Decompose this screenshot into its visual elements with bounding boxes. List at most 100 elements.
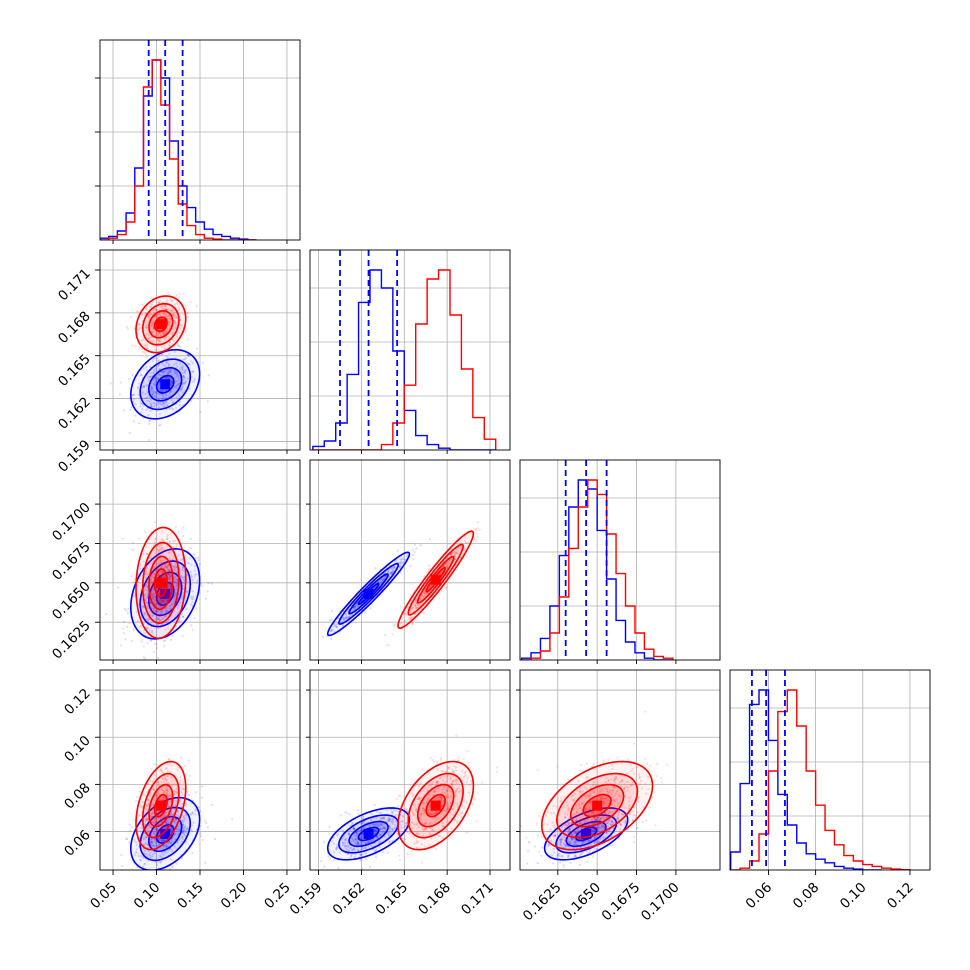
scatter-point — [136, 385, 140, 388]
scatter-point — [159, 334, 163, 337]
histogram-panel-3 — [729, 669, 931, 871]
scatter-point — [126, 879, 128, 881]
scatter-point — [146, 595, 149, 598]
contours-blue — [326, 551, 411, 637]
scatter-point — [421, 861, 424, 864]
scatter-point — [388, 826, 391, 829]
scatter-point — [167, 292, 170, 295]
scatter-point — [164, 821, 167, 824]
scatter-point — [181, 634, 184, 637]
scatter-point — [393, 623, 397, 626]
scatter-point — [145, 817, 148, 820]
scatter-point — [147, 315, 150, 318]
scatter-point — [161, 389, 164, 392]
scatter-point — [145, 817, 149, 820]
scatter-point — [174, 322, 177, 325]
scatter-point — [376, 581, 380, 584]
scatter-point — [165, 789, 168, 792]
scatter-point — [193, 569, 196, 572]
scatter-point — [143, 613, 146, 616]
scatter-point — [164, 615, 167, 618]
scatter-point — [378, 825, 381, 828]
scatter-point — [178, 345, 182, 349]
scatter-point — [157, 345, 160, 348]
scatter-panel-content — [321, 521, 481, 647]
scatter-point — [153, 540, 157, 544]
scatter-point — [169, 584, 172, 587]
scatter-point — [162, 370, 165, 373]
scatter-point — [403, 619, 407, 622]
scatter-point — [191, 600, 194, 603]
scatter-point — [162, 798, 165, 802]
scatter-point — [128, 829, 131, 832]
scatter-point — [170, 603, 173, 606]
scatter-point — [157, 550, 160, 554]
scatter-point — [133, 577, 136, 581]
scatter-point — [158, 614, 161, 617]
scatter-point — [160, 855, 163, 859]
scatter-point — [154, 378, 158, 381]
scatter-point — [166, 533, 169, 536]
scatter-point — [155, 308, 158, 311]
scatter-point — [337, 867, 340, 870]
scatter-point — [389, 571, 392, 574]
scatter-point — [391, 828, 394, 831]
scatter-point — [157, 339, 160, 342]
scatter-point — [143, 612, 146, 615]
scatter-point — [137, 852, 140, 855]
scatter-point — [176, 788, 179, 791]
scatter-point — [345, 616, 348, 619]
scatter-point — [196, 579, 199, 582]
scatter-point — [154, 357, 157, 360]
scatter-point — [157, 829, 160, 833]
scatter-point — [165, 308, 168, 311]
scatter-point — [173, 369, 176, 372]
scatter-point — [156, 817, 159, 820]
scatter-point — [183, 788, 186, 791]
scatter-point — [440, 756, 443, 760]
scatter-point — [156, 315, 159, 318]
scatter-point — [382, 826, 385, 829]
scatter-point — [174, 591, 177, 595]
scatter-point — [178, 829, 181, 832]
scatter-point — [166, 626, 170, 630]
scatter-point — [143, 584, 146, 587]
scatter-point — [160, 610, 164, 613]
scatter-point — [191, 362, 195, 365]
scatter-point — [144, 597, 147, 600]
scatter-point — [444, 563, 447, 566]
scatter-point — [146, 843, 149, 846]
scatter-point — [182, 569, 185, 572]
scatter-point — [167, 576, 170, 580]
scatter-point — [179, 575, 182, 578]
scatter-point — [455, 552, 458, 555]
scatter-point — [189, 537, 192, 541]
scatter-point — [180, 857, 184, 860]
scatter-point — [374, 567, 377, 570]
scatter-point — [350, 854, 353, 858]
scatter-point — [149, 826, 152, 829]
scatter-point — [181, 818, 184, 822]
scatter-point — [130, 837, 134, 840]
scatter-point — [131, 344, 134, 347]
scatter-point — [359, 828, 362, 831]
scatter-point — [352, 826, 356, 830]
scatter-point — [171, 380, 174, 383]
scatter-point — [157, 574, 161, 577]
scatter-point — [176, 813, 179, 817]
scatter-point — [147, 318, 150, 322]
scatter-point — [354, 604, 357, 608]
scatter-point — [157, 616, 160, 620]
scatter-point — [413, 543, 417, 546]
scatter-point — [141, 878, 143, 880]
scatter-point — [153, 375, 156, 378]
scatter-point — [155, 817, 158, 820]
scatter-point — [154, 841, 157, 844]
scatter-point — [154, 763, 157, 766]
scatter-point — [171, 380, 174, 383]
scatter-point — [166, 403, 169, 407]
scatter-point — [448, 559, 451, 562]
scatter-point — [178, 776, 182, 779]
scatter-point — [141, 801, 145, 804]
scatter-point — [149, 845, 152, 848]
